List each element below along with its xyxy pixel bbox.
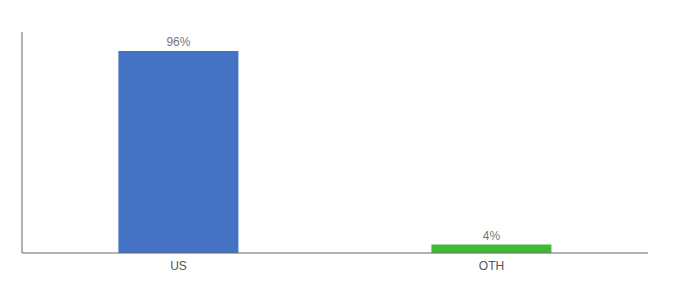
svg-text:96%: 96% bbox=[166, 35, 190, 49]
svg-text:4%: 4% bbox=[483, 229, 501, 243]
svg-text:OTH: OTH bbox=[479, 259, 504, 273]
svg-text:US: US bbox=[170, 259, 187, 273]
